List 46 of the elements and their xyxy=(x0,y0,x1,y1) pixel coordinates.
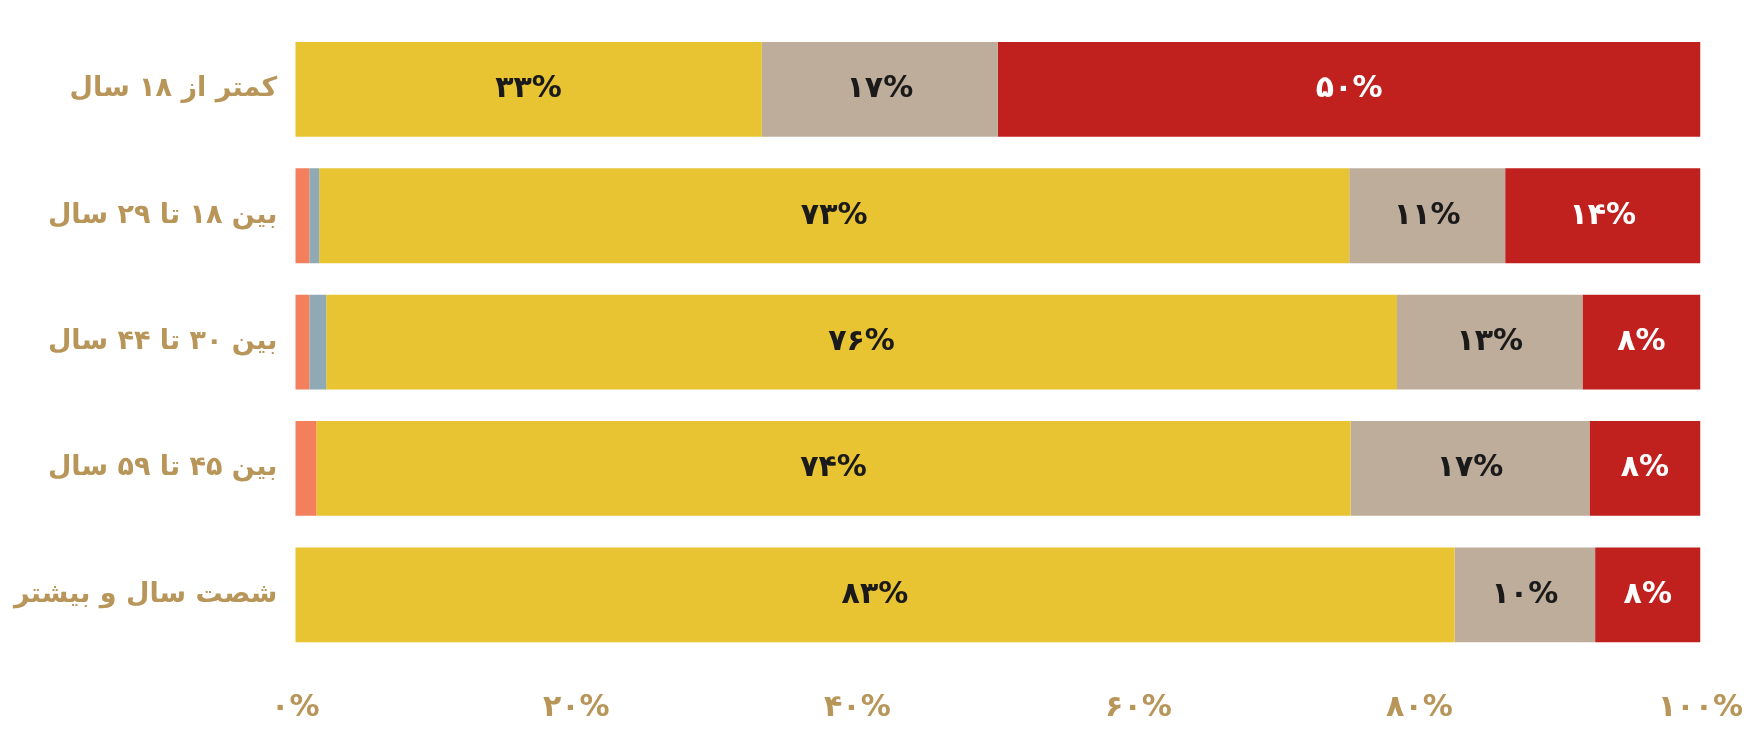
y-tick-label: بین ۱۸ تا ۲۹ سال xyxy=(47,197,278,230)
data-label: ۸% xyxy=(1623,574,1672,610)
bar xyxy=(1582,294,1701,390)
bar xyxy=(1589,421,1701,516)
bar xyxy=(295,421,317,516)
y-tick-label: بین ۴۵ تا ۵۹ سال xyxy=(47,450,278,483)
x-tick-label: ۱۰۰% xyxy=(1658,687,1743,723)
bar xyxy=(1595,547,1701,643)
bar xyxy=(319,168,1350,264)
bar xyxy=(309,168,320,264)
x-tick-label: ۲۰% xyxy=(542,687,610,723)
x-tick-label: ۴۰% xyxy=(824,687,891,723)
data-label: ۷۴% xyxy=(800,448,867,484)
bar xyxy=(997,42,1701,137)
bar xyxy=(295,42,762,137)
y-tick-label: شصت سال و بیشتر xyxy=(11,576,278,609)
data-label: ۳۳% xyxy=(495,69,562,105)
x-tick-label: ۰% xyxy=(271,687,320,723)
data-label: ۵۰% xyxy=(1315,69,1383,105)
data-label: ۱۴% xyxy=(1569,195,1637,231)
bar xyxy=(1350,421,1590,516)
data-label: ۸% xyxy=(1617,321,1666,357)
bar xyxy=(1505,168,1701,264)
bar xyxy=(295,547,1455,643)
bar xyxy=(309,294,327,390)
data-label: ۱۷% xyxy=(846,69,914,105)
bar xyxy=(326,294,1397,390)
y-tick-label: کمتر از ۱۸ سال xyxy=(69,71,278,104)
x-tick-label: ۸۰% xyxy=(1386,687,1453,723)
bar xyxy=(295,168,310,264)
data-label: ۱۰% xyxy=(1491,574,1559,610)
data-label: ۱۳% xyxy=(1456,321,1524,357)
y-tick-label: بین ۳۰ تا ۴۴ سال xyxy=(47,324,278,357)
data-label: ۸۳% xyxy=(841,574,909,610)
bar xyxy=(1349,168,1506,264)
data-label: ۱۷% xyxy=(1436,448,1504,484)
bar xyxy=(1454,547,1596,643)
bar xyxy=(316,421,1351,516)
bar xyxy=(1396,294,1583,390)
bar xyxy=(295,294,310,390)
data-label: ۸% xyxy=(1620,448,1670,484)
data-label: ۷۳% xyxy=(800,195,868,231)
data-label: ۷۶% xyxy=(828,321,895,357)
bar xyxy=(761,42,998,137)
x-tick-label: ۶۰% xyxy=(1105,687,1172,723)
data-label: ۱۱% xyxy=(1393,195,1461,231)
